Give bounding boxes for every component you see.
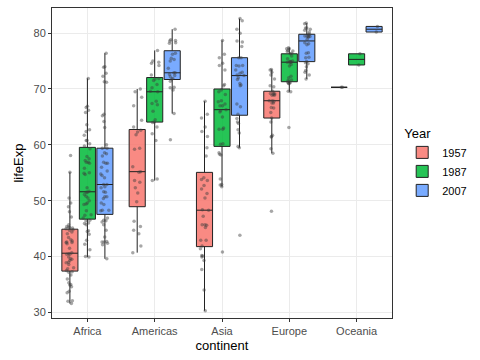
svg-text:Europe: Europe (272, 325, 307, 337)
svg-text:continent: continent (196, 338, 249, 353)
svg-text:2007: 2007 (442, 185, 466, 197)
svg-text:Year: Year (404, 126, 431, 141)
svg-text:1957: 1957 (442, 147, 466, 159)
svg-text:60: 60 (34, 139, 46, 151)
svg-text:40: 40 (34, 250, 46, 262)
svg-text:Africa: Africa (73, 325, 102, 337)
svg-text:30: 30 (34, 306, 46, 318)
svg-text:50: 50 (34, 195, 46, 207)
svg-text:Americas: Americas (132, 325, 178, 337)
svg-text:lifeExp: lifeExp (11, 143, 26, 182)
svg-text:Oceania: Oceania (336, 325, 378, 337)
svg-text:70: 70 (34, 83, 46, 95)
svg-text:1987: 1987 (442, 166, 466, 178)
svg-text:80: 80 (34, 27, 46, 39)
svg-text:Asia: Asia (211, 325, 233, 337)
